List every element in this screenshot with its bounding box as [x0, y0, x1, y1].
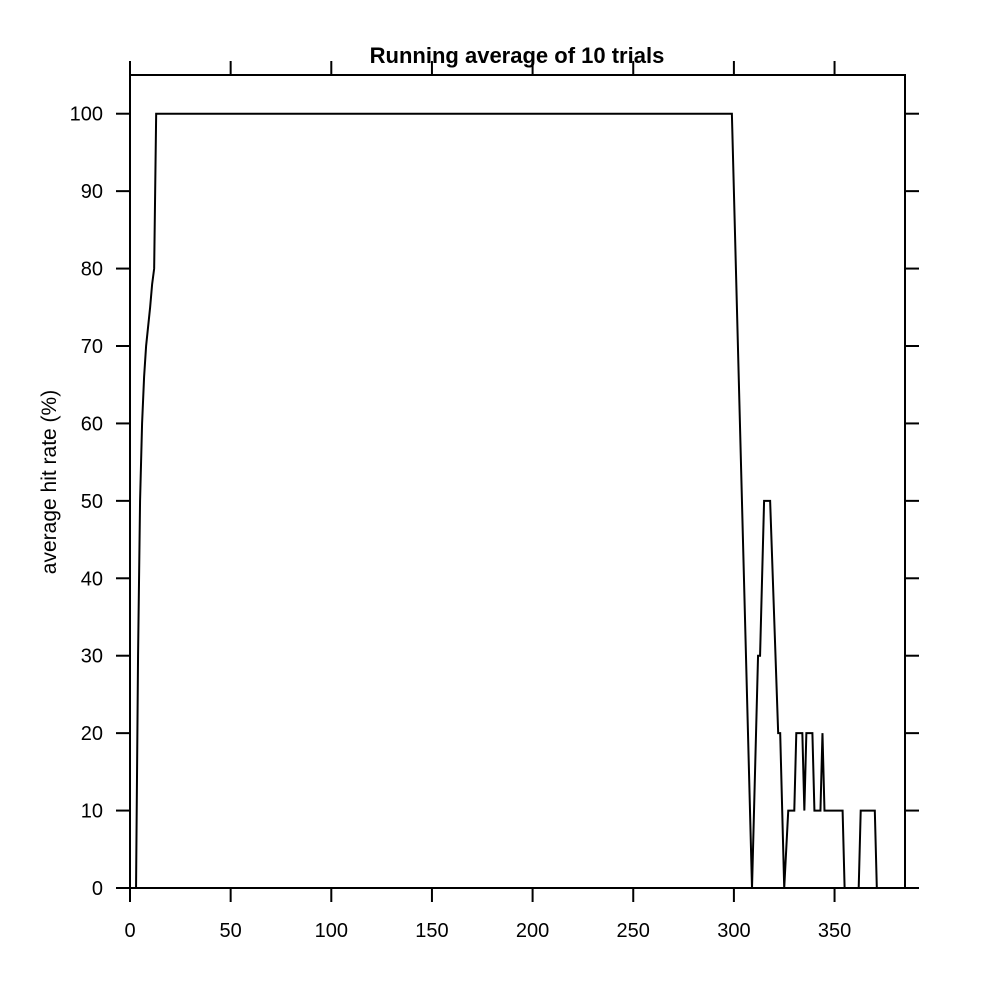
x-tick-label: 250 [617, 920, 650, 942]
y-tick-label: 20 [81, 723, 103, 745]
y-tick-label: 70 [81, 336, 103, 358]
y-axis-label: average hit rate (%) [38, 390, 61, 574]
chart-title: Running average of 10 trials [370, 43, 665, 68]
y-tick-label: 100 [70, 104, 103, 126]
x-tick-label: 150 [415, 920, 448, 942]
y-tick-label: 0 [92, 878, 103, 900]
x-tick-label: 350 [818, 920, 851, 942]
x-tick-label: 100 [315, 920, 348, 942]
x-tick-label: 200 [516, 920, 549, 942]
y-tick-label: 40 [81, 568, 103, 590]
y-tick-label: 80 [81, 259, 103, 281]
y-tick-label: 50 [81, 491, 103, 513]
series-line-1 [130, 112, 899, 889]
y-tick-label: 90 [81, 181, 103, 203]
plot-frame [129, 74, 906, 889]
y-tick-label: 60 [81, 413, 103, 435]
y-tick-label: 10 [81, 801, 103, 823]
y-tick-label: 30 [81, 646, 103, 668]
x-tick-label: 50 [220, 920, 242, 942]
x-tick-label: 0 [124, 920, 135, 942]
x-tick-label: 300 [717, 920, 750, 942]
